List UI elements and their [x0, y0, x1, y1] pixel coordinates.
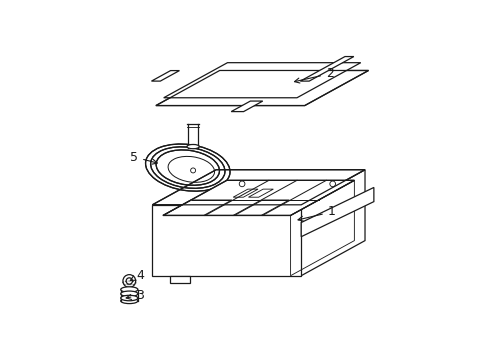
- Ellipse shape: [145, 144, 229, 191]
- Ellipse shape: [121, 298, 138, 303]
- Polygon shape: [152, 170, 364, 205]
- Text: 5: 5: [130, 150, 157, 164]
- Polygon shape: [301, 188, 373, 237]
- Polygon shape: [152, 205, 301, 276]
- Text: 4: 4: [130, 269, 144, 282]
- Text: 1: 1: [297, 206, 335, 221]
- Polygon shape: [170, 276, 189, 283]
- Ellipse shape: [121, 295, 138, 301]
- Ellipse shape: [186, 144, 199, 149]
- Ellipse shape: [156, 150, 219, 185]
- Text: 3: 3: [126, 289, 144, 302]
- Ellipse shape: [121, 291, 138, 297]
- Ellipse shape: [121, 287, 138, 292]
- Polygon shape: [151, 71, 179, 81]
- Polygon shape: [231, 101, 262, 112]
- Text: 2: 2: [294, 67, 333, 83]
- Polygon shape: [163, 180, 354, 215]
- Polygon shape: [301, 170, 364, 276]
- Polygon shape: [300, 57, 353, 81]
- Polygon shape: [163, 63, 360, 98]
